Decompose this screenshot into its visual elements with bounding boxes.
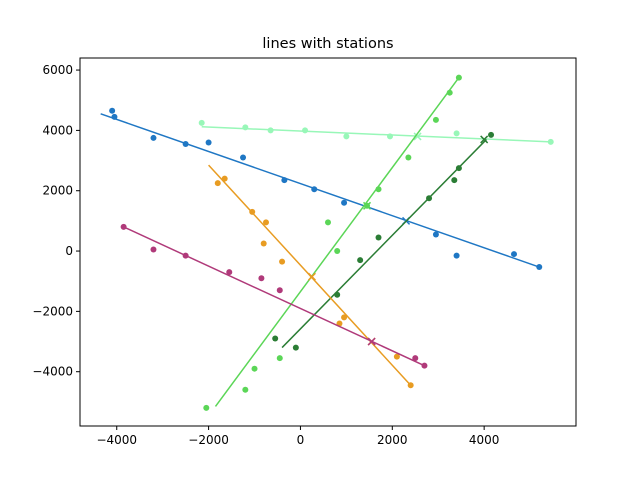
series-4-station-5 <box>375 234 382 241</box>
series-5-station-8 <box>341 314 348 321</box>
series-2-station-5 <box>343 133 350 140</box>
series-2 <box>198 119 554 145</box>
series-6-station-3 <box>182 252 189 259</box>
series-4-station-8 <box>455 165 462 172</box>
series-1-station-10 <box>432 231 439 238</box>
series-3-transfer-1 <box>363 201 372 210</box>
series-3-station-12 <box>455 74 462 81</box>
series-2-station-2 <box>242 124 249 131</box>
series-3-station-8 <box>375 186 382 193</box>
series-1-line <box>100 113 540 268</box>
series-2-station-1 <box>198 119 205 126</box>
series-4-station-9 <box>488 131 495 138</box>
series-2-station-7 <box>453 130 460 137</box>
series-5-station-3 <box>249 208 256 215</box>
series-2-station-6 <box>387 133 393 140</box>
y-tick-label: 4000 <box>42 123 73 137</box>
series-3-station-6 <box>325 219 331 226</box>
series-3 <box>203 74 462 411</box>
series-1-station-7 <box>281 177 288 184</box>
y-tick-label: 6000 <box>42 63 73 77</box>
series-5-station-6 <box>279 258 286 265</box>
series-6-station-4 <box>226 269 233 276</box>
series-3-station-5 <box>334 248 341 255</box>
series-1-station-6 <box>240 154 247 161</box>
series-5-station-9 <box>393 353 400 360</box>
series-6-station-5 <box>258 275 265 282</box>
series-4-station-7 <box>451 177 458 184</box>
series-1-station-8 <box>311 186 318 193</box>
series-1-station-1 <box>109 107 116 114</box>
series-4-transfer-1 <box>480 135 489 144</box>
series-4-station-2 <box>292 344 299 351</box>
x-tick-label: −4000 <box>96 433 137 447</box>
series-2-line <box>201 126 551 143</box>
x-tick-label: 2000 <box>377 433 408 447</box>
series-3-line <box>214 77 460 407</box>
series-5-station-1 <box>214 180 221 187</box>
series-5-transfer-1 <box>307 272 316 281</box>
series-3-station-9 <box>405 154 412 161</box>
series-4-line <box>281 138 487 349</box>
series-3-station-11 <box>446 89 453 96</box>
series-2-transfer-1 <box>413 132 422 141</box>
series-1-station-12 <box>511 251 517 258</box>
series-4-station-1 <box>272 335 279 342</box>
series-6-station-2 <box>150 246 157 253</box>
y-tick-label: −4000 <box>32 365 73 379</box>
series-1-station-4 <box>182 140 189 147</box>
y-tick-label: −2000 <box>32 304 73 318</box>
series-5-station-5 <box>260 240 267 247</box>
series-1-station-9 <box>341 199 348 206</box>
x-tick-label: 4000 <box>469 433 500 447</box>
series-4-station-6 <box>426 195 433 202</box>
series-6-line <box>123 226 425 367</box>
series-6-station-1 <box>120 223 127 230</box>
series-6-transfer-1 <box>367 337 376 346</box>
x-tick-label: −2000 <box>188 433 229 447</box>
series-3-station-10 <box>432 116 439 123</box>
x-tick-label: 0 <box>297 433 305 447</box>
series-1-station-3 <box>150 134 157 141</box>
series-5-station-10 <box>407 382 414 389</box>
plot-area <box>100 74 554 411</box>
y-tick-label: 0 <box>65 244 73 258</box>
series-3-station-2 <box>242 386 249 393</box>
axis-ticks: −4000 −2000 0 2000 4000 −4000 −2000 0 2000 4000 60… <box>32 63 499 447</box>
series-2-station-4 <box>302 127 309 134</box>
series-4-station-4 <box>357 257 364 264</box>
series-3-station-4 <box>276 355 283 362</box>
chart-title: lines with stations <box>262 36 393 52</box>
axes-frame <box>79 57 577 427</box>
series-2-station-8 <box>547 138 554 145</box>
series-5-station-7 <box>336 320 343 327</box>
series-1-station-5 <box>205 139 212 146</box>
series-1-station-13 <box>536 264 543 271</box>
series-5-station-4 <box>263 219 269 226</box>
series-6-station-6 <box>276 287 283 294</box>
series-6-station-7 <box>412 355 419 362</box>
y-tick-label: 2000 <box>42 184 73 198</box>
series-4-station-3 <box>334 291 341 298</box>
series-5-station-2 <box>221 175 228 182</box>
series-4 <box>272 131 495 351</box>
series-3-station-3 <box>251 365 258 372</box>
series-1-station-2 <box>111 113 118 120</box>
series-1-station-11 <box>453 252 460 259</box>
series-6 <box>120 223 428 369</box>
series-2-station-3 <box>267 127 274 134</box>
series-3-station-1 <box>203 404 210 411</box>
series-6-station-8 <box>421 362 428 369</box>
